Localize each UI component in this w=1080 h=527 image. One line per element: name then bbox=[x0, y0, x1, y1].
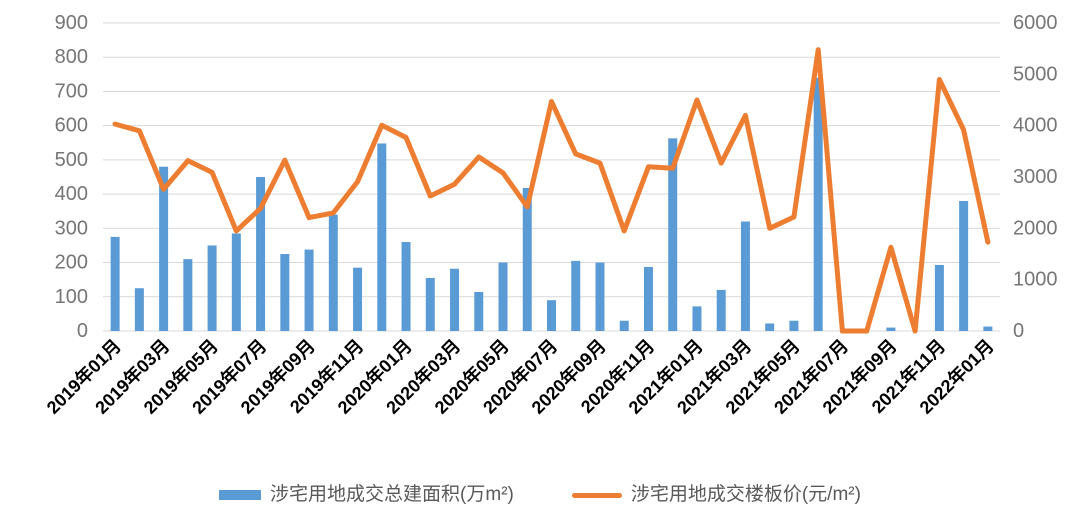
bar bbox=[522, 187, 532, 331]
bar bbox=[474, 291, 484, 331]
y-axis-tick-left: 900 bbox=[55, 12, 88, 34]
bar bbox=[959, 200, 969, 331]
bar bbox=[643, 267, 653, 331]
y-axis-tick-left: 400 bbox=[55, 183, 88, 205]
bar bbox=[983, 326, 993, 331]
bar bbox=[207, 245, 217, 331]
bar bbox=[159, 166, 169, 331]
bar bbox=[619, 320, 629, 331]
y-axis-tick-right: 1000 bbox=[1013, 269, 1058, 291]
y-axis-tick-right: 5000 bbox=[1013, 63, 1058, 85]
bar bbox=[571, 260, 581, 331]
y-axis-tick-left: 300 bbox=[55, 217, 88, 239]
bar bbox=[668, 138, 678, 331]
bar-series-swatch bbox=[219, 490, 262, 500]
bar bbox=[934, 264, 944, 331]
y-axis-tick-left: 800 bbox=[55, 46, 88, 68]
bar bbox=[256, 177, 266, 331]
bar bbox=[813, 77, 823, 331]
bar bbox=[377, 143, 387, 331]
y-axis-tick-right: 3000 bbox=[1013, 166, 1058, 188]
bar bbox=[692, 306, 702, 331]
bar bbox=[498, 262, 508, 331]
legend-item-floor-area: 涉宅用地成交总建面积(万m²) bbox=[219, 480, 514, 510]
y-axis-tick-left: 100 bbox=[55, 286, 88, 308]
y-axis-tick-right: 2000 bbox=[1013, 217, 1058, 239]
bar bbox=[353, 267, 363, 331]
legend-item-floor-price: 涉宅用地成交楼板价(元/m²) bbox=[571, 480, 861, 510]
bar bbox=[280, 254, 290, 331]
bar bbox=[789, 320, 799, 331]
y-axis-tick-left: 500 bbox=[55, 149, 88, 171]
bar bbox=[740, 221, 750, 331]
line-series-label: 涉宅用地成交楼板价(元/m²) bbox=[630, 484, 861, 505]
y-axis-tick-right: 4000 bbox=[1013, 115, 1058, 137]
y-axis-tick-left: 200 bbox=[55, 252, 88, 274]
price-line bbox=[112, 47, 991, 334]
bar bbox=[401, 242, 411, 331]
bar bbox=[886, 327, 896, 331]
bar bbox=[231, 233, 241, 331]
y-axis-tick-right: 6000 bbox=[1013, 12, 1058, 34]
bar-series-label: 涉宅用地成交总建面积(万m²) bbox=[270, 484, 514, 505]
y-axis-tick-right: 0 bbox=[1013, 320, 1024, 342]
line-series-swatch bbox=[571, 492, 622, 498]
bar bbox=[183, 259, 193, 331]
y-axis-tick-left: 600 bbox=[55, 115, 88, 137]
bar bbox=[716, 289, 726, 331]
legend: 涉宅用地成交总建面积(万m²) 涉宅用地成交楼板价(元/m²) bbox=[0, 480, 1080, 510]
bar bbox=[134, 288, 144, 331]
y-axis-tick-left: 0 bbox=[77, 320, 88, 342]
bar bbox=[425, 277, 435, 331]
bar bbox=[547, 300, 556, 331]
bar bbox=[595, 262, 605, 331]
bar bbox=[450, 268, 460, 331]
bar bbox=[765, 323, 775, 331]
y-axis-tick-left: 700 bbox=[55, 80, 88, 102]
bar bbox=[304, 249, 314, 331]
bar bbox=[110, 236, 120, 331]
bar bbox=[328, 214, 338, 331]
